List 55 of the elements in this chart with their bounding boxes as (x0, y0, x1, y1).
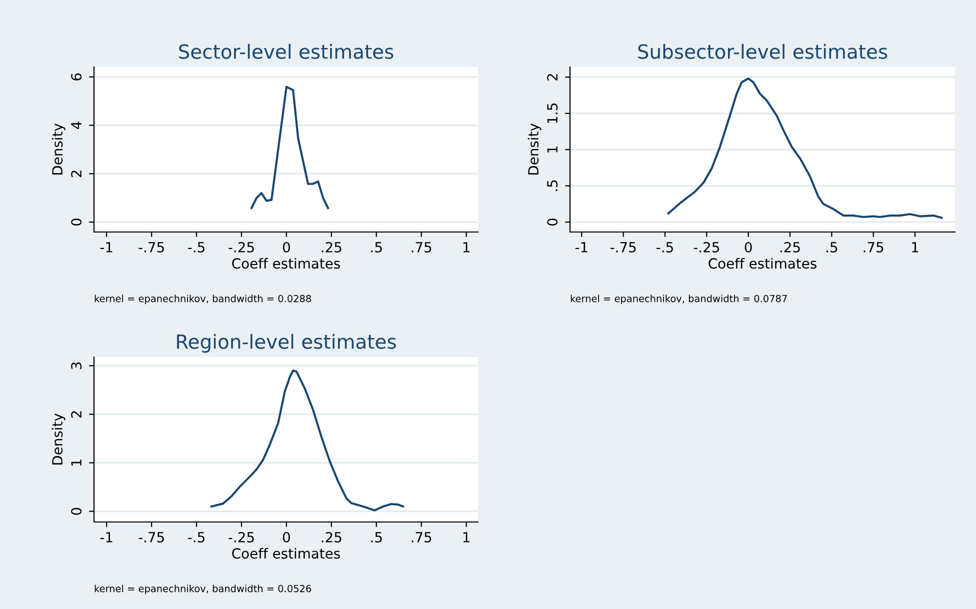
y-axis-title: Density (528, 124, 542, 175)
x-tick-label: -1 (100, 242, 112, 252)
y-axis-title: Density (52, 124, 66, 175)
x-tick-label: .75 (412, 242, 432, 252)
y-tick-label: 1 (71, 460, 82, 466)
x-tick-label: .25 (780, 242, 800, 252)
x-tick-label: 0 (744, 242, 752, 252)
y-tick-label: 2 (71, 411, 82, 418)
x-tick-label: .5 (371, 242, 382, 252)
y-tick-label: 1 (547, 146, 558, 152)
y-tick-label: 0 (547, 218, 558, 226)
x-axis-title: Coeff estimates (232, 258, 340, 269)
y-tick-label: 3 (71, 362, 82, 370)
x-tick-label: -1 (100, 532, 112, 542)
x-tick-label: -.25 (228, 532, 254, 542)
y-axis-title: Density (52, 414, 66, 465)
y-tick-label: 2 (547, 74, 558, 81)
y-tick-label: .5 (547, 180, 558, 191)
text: kernel = epanechnikov, bandwidth = 0.0288 (94, 294, 311, 304)
x-tick-label: .25 (322, 532, 342, 542)
x-tick-label: 0 (282, 532, 290, 542)
chart-title: Subsector-level estimates (638, 44, 888, 59)
y-tick-label: 6 (71, 73, 82, 80)
x-tick-label: -.25 (228, 242, 254, 252)
x-tick-label: -1 (575, 242, 588, 252)
chart-title: Sector-level estimates (179, 44, 394, 59)
x-tick-label: 0 (282, 242, 290, 252)
x-tick-label: -.5 (656, 242, 673, 252)
line-series (250, 86, 330, 210)
x-tick-label: 1 (463, 532, 470, 542)
x-tick-label: -.75 (138, 242, 164, 252)
text: kernel = epanechnikov, bandwidth = 0.0526 (94, 584, 312, 594)
x-tick-label: -.75 (138, 532, 164, 542)
y-tick-label: 0 (71, 218, 82, 226)
y-tick-label: 1.5 (547, 104, 558, 123)
text: kernel = epanechnikov, bandwidth = 0.0787 (570, 294, 787, 304)
x-tick-label: -.5 (188, 242, 204, 252)
x-tick-label: -.5 (188, 532, 204, 542)
y-tick-label: 2 (71, 170, 82, 178)
line-series (667, 78, 943, 219)
x-tick-label: 1 (463, 242, 470, 252)
x-axis-title: Coeff estimates (708, 258, 816, 269)
y-tick-label: 4 (71, 122, 82, 130)
x-tick-label: .75 (864, 242, 884, 252)
x-axis-title: Coeff estimates (232, 548, 340, 559)
x-tick-label: .5 (826, 242, 838, 252)
x-tick-label: .75 (412, 532, 432, 542)
x-tick-label: .5 (371, 532, 382, 542)
x-tick-label: .25 (322, 242, 342, 252)
y-tick-label: 0 (71, 508, 82, 515)
x-tick-label: -.75 (610, 242, 636, 252)
x-tick-label: -.25 (694, 242, 720, 252)
x-tick-label: 1 (912, 242, 918, 252)
chart-title: Region-level estimates (177, 334, 396, 353)
line-series (210, 370, 404, 512)
